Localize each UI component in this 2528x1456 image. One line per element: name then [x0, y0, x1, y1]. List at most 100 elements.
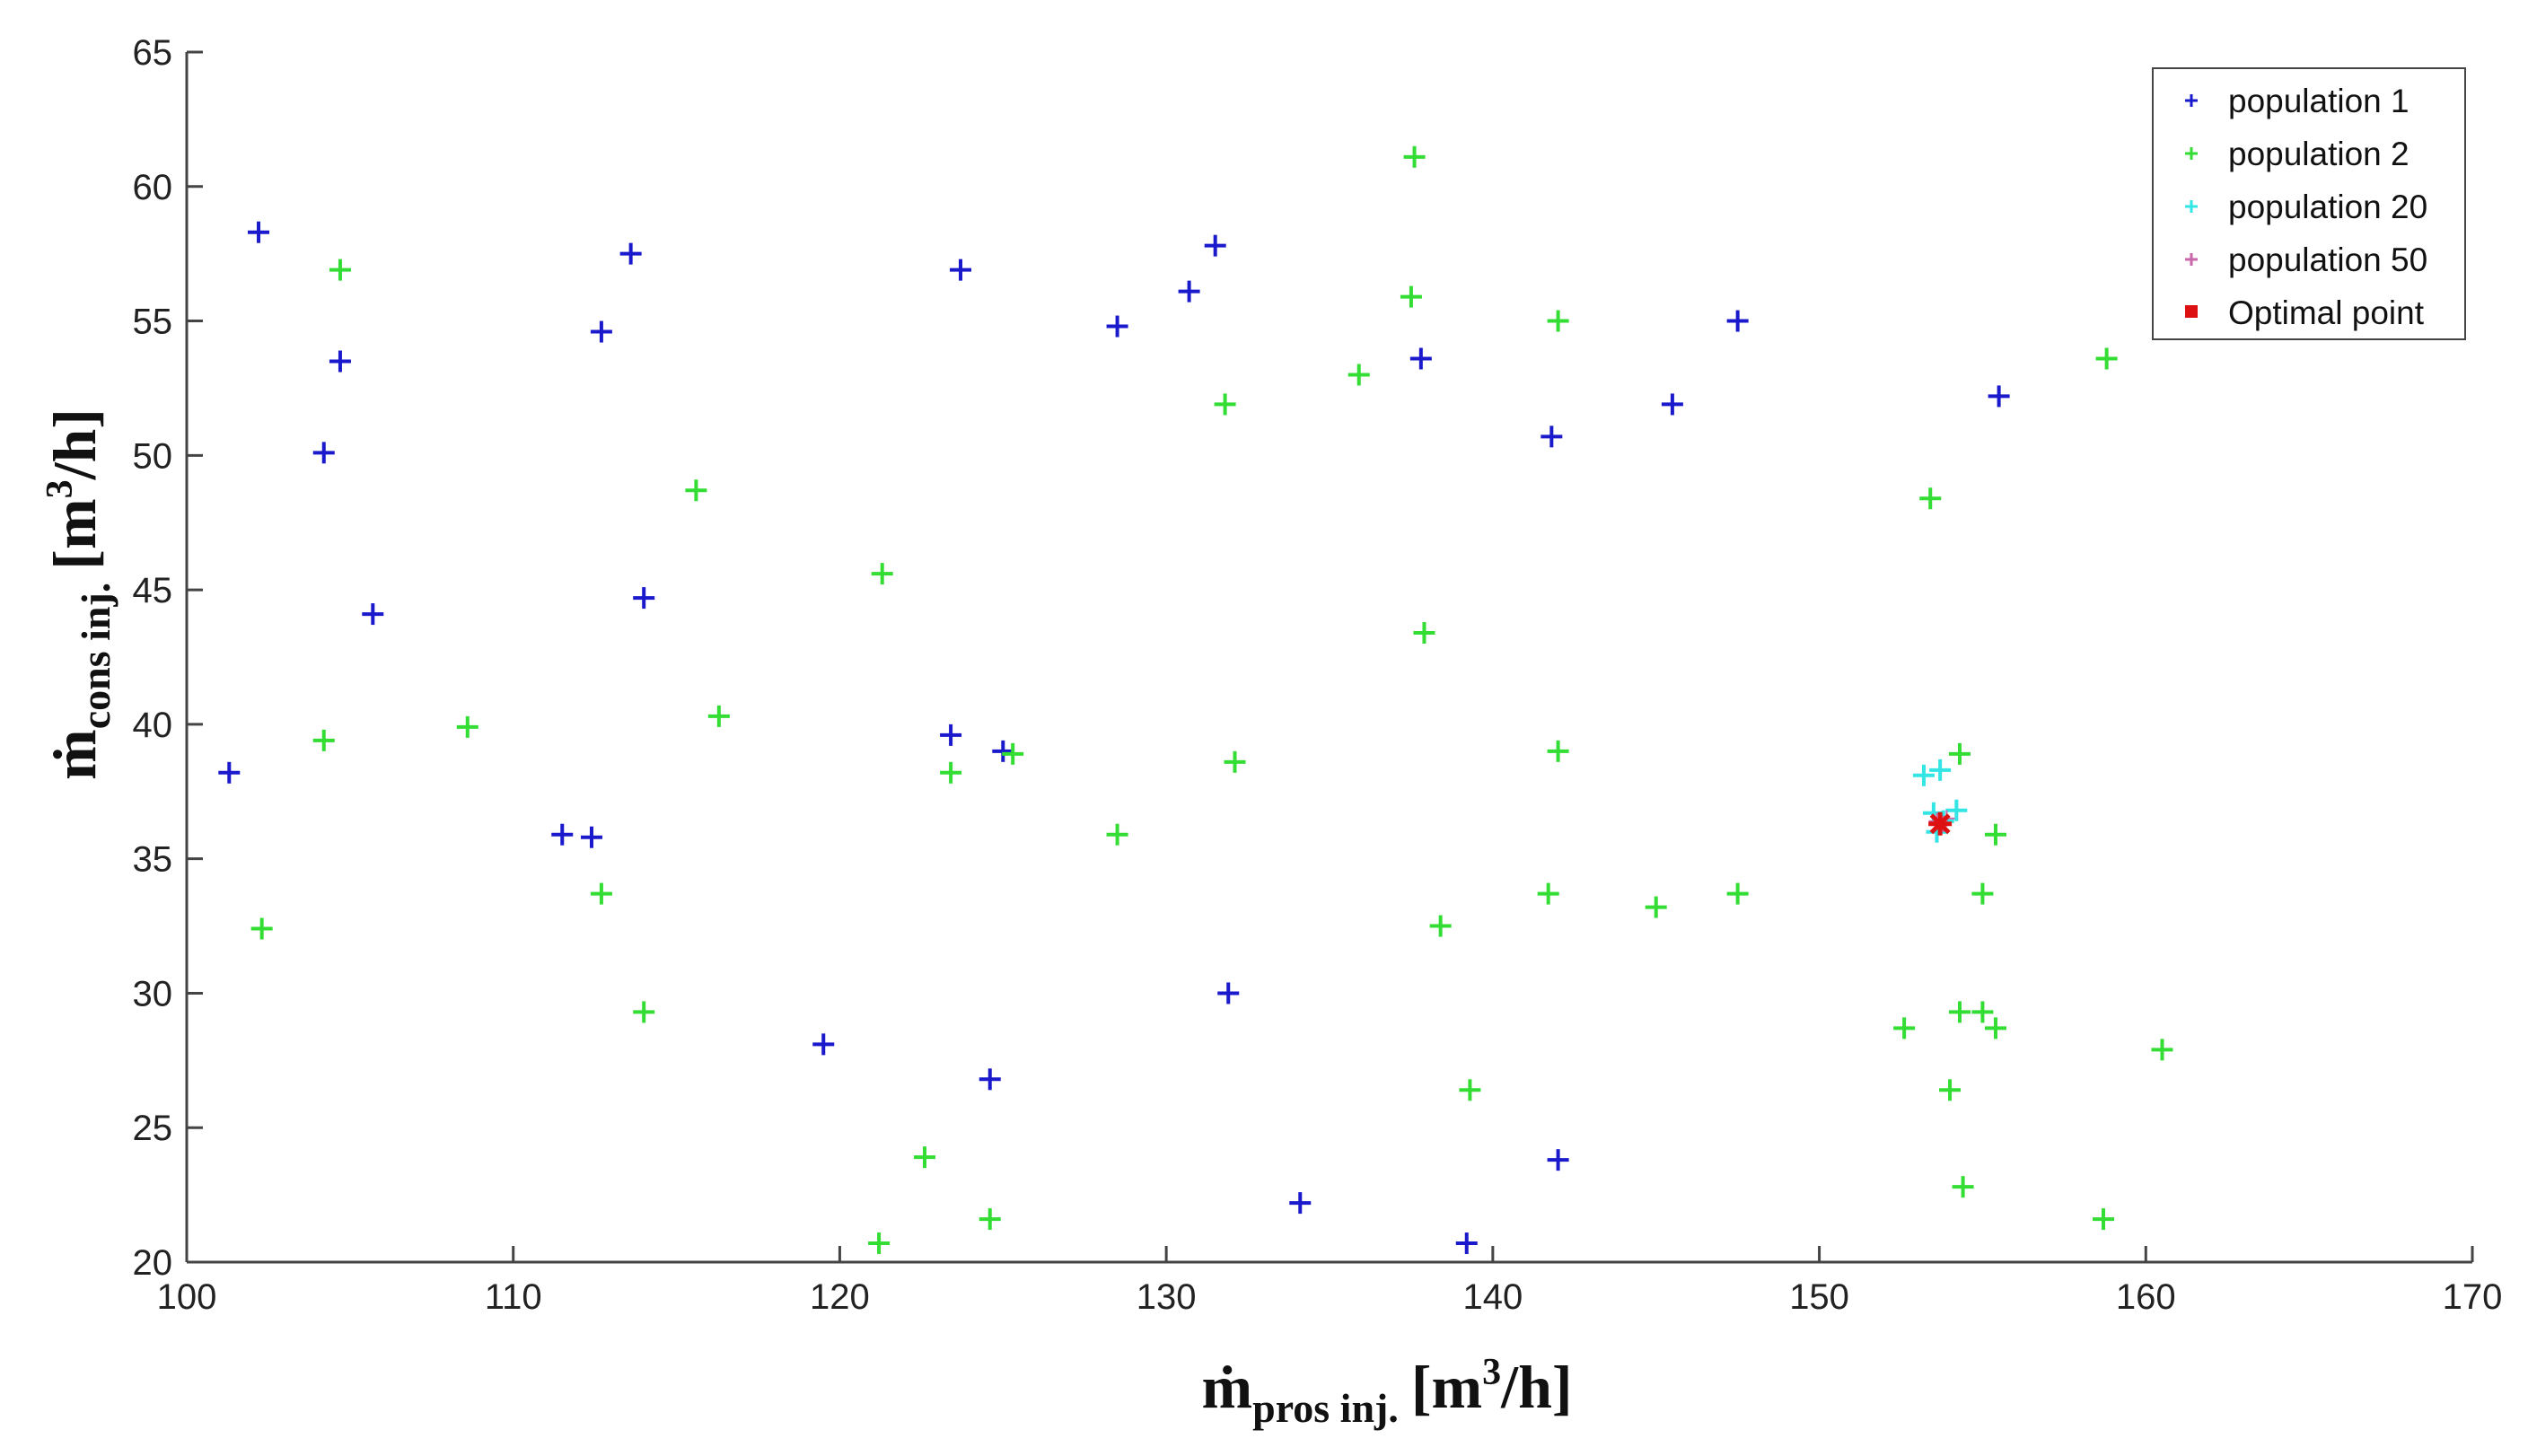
- point-population-2: [312, 729, 335, 751]
- point-population-2: [1645, 896, 1667, 918]
- legend-marker-optimal-point: [2185, 305, 2198, 318]
- point-population-1: [1409, 347, 1432, 370]
- series-population-1: [218, 221, 2010, 1255]
- point-population-1: [581, 826, 603, 848]
- point-population-1: [1106, 315, 1128, 338]
- y-tick-label: 25: [133, 1109, 173, 1148]
- point-population-2: [1547, 740, 1569, 762]
- point-population-2: [1952, 1176, 1974, 1198]
- point-population-2: [1347, 364, 1370, 386]
- point-population-1: [1455, 1232, 1478, 1255]
- point-population-2: [1413, 622, 1435, 645]
- point-population-1: [940, 724, 962, 746]
- y-tick-label: 65: [133, 33, 173, 73]
- point-population-1: [992, 740, 1014, 762]
- point-population-2: [979, 1208, 1001, 1231]
- legend-box: [2152, 67, 2466, 340]
- x-axis-label-unit-sup: 3: [1482, 1352, 1501, 1393]
- y-tick-label: 30: [133, 974, 173, 1013]
- y-tick-label: 35: [133, 840, 173, 880]
- legend-label-population-2: population 2: [2228, 136, 2410, 172]
- point-population-2: [707, 705, 730, 727]
- point-population-1: [551, 823, 574, 846]
- legend-marker-population-50: [2185, 253, 2198, 266]
- x-tick-label: 120: [810, 1277, 870, 1317]
- point-population-1: [1726, 310, 1749, 332]
- point-population-2: [1971, 1001, 1994, 1023]
- point-population-2: [1939, 1079, 1962, 1101]
- point-population-2: [2093, 1208, 2115, 1231]
- point-population-2: [940, 761, 962, 784]
- point-population-2: [2095, 347, 2118, 370]
- y-tick-label: 55: [133, 303, 173, 342]
- x-tick-label: 150: [1789, 1277, 1849, 1317]
- x-tick-label: 110: [485, 1277, 542, 1317]
- x-axis-label: ṁpros inj. [m3/h]: [1201, 1352, 1572, 1431]
- x-axis-label-unit-open: [m: [1411, 1353, 1482, 1421]
- legend-items: population 1 population 2 population 20 pop…: [2185, 83, 2427, 331]
- point-population-1: [950, 259, 972, 281]
- y-tick-label: 50: [133, 436, 173, 476]
- x-tick-label: 170: [2443, 1277, 2503, 1317]
- x-tick-label: 100: [157, 1277, 217, 1317]
- legend-label-optimal-point: Optimal point: [2228, 294, 2425, 331]
- legend-marker-population-20: [2185, 200, 2198, 213]
- point-population-2: [1893, 1017, 1916, 1039]
- y-axis-label-unit-sup: 3: [40, 479, 81, 498]
- point-population-1: [1661, 393, 1683, 416]
- point-population-2: [1948, 1001, 1971, 1023]
- point-population-2: [1537, 882, 1559, 905]
- point-population-1: [979, 1068, 1001, 1091]
- point-population-2: [1984, 1017, 2006, 1039]
- x-tick-label: 140: [1462, 1277, 1523, 1317]
- y-tick-label: 40: [133, 706, 173, 745]
- data-marks: [218, 145, 2173, 1255]
- x-ticks: 100 110 120 130 140 150 160 170: [157, 1246, 2503, 1317]
- point-population-20: [1945, 799, 1968, 821]
- point-population-1: [590, 320, 612, 343]
- point-population-2: [1400, 285, 1422, 308]
- point-population-1: [1204, 234, 1226, 257]
- point-population-2: [1002, 742, 1024, 765]
- point-population-2: [1726, 882, 1749, 905]
- point-population-2: [871, 563, 893, 585]
- point-population-2: [1547, 310, 1569, 332]
- point-population-2: [913, 1146, 935, 1169]
- x-tick-label: 160: [2116, 1277, 2176, 1317]
- y-axis-label-unit-close: /h]: [40, 408, 109, 480]
- point-optimal-point: [1928, 811, 1953, 836]
- point-population-1: [1547, 1149, 1569, 1171]
- x-tick-label: 130: [1137, 1277, 1197, 1317]
- y-tick-label: 60: [133, 168, 173, 207]
- y-tick-label: 45: [133, 571, 173, 610]
- point-population-2: [633, 1001, 655, 1023]
- y-axis-label-unit-open: [m: [40, 498, 109, 569]
- x-axis-label-sub: pros inj.: [1252, 1385, 1399, 1431]
- point-population-2: [1429, 915, 1452, 937]
- point-population-2: [1984, 823, 2006, 846]
- legend: population 1 population 2 population 20 pop…: [2152, 67, 2466, 340]
- point-population-2: [456, 715, 478, 738]
- y-axis-label-sub: cons inj.: [73, 583, 118, 730]
- point-population-2: [590, 882, 612, 905]
- x-axis-label-main: ṁ: [1201, 1353, 1252, 1421]
- x-axis-label-unit-close: /h]: [1500, 1353, 1572, 1421]
- point-population-2: [1919, 487, 1942, 510]
- point-population-2: [868, 1232, 891, 1255]
- legend-label-population-20: population 20: [2228, 189, 2427, 225]
- point-population-2: [1106, 823, 1128, 846]
- series-optimal-point: [1928, 811, 1953, 836]
- y-ticks: 20 25 30 35 40 45 50 55 60 65: [133, 33, 203, 1283]
- point-population-1: [1540, 425, 1563, 448]
- point-population-2: [1403, 145, 1426, 168]
- point-population-2: [1214, 393, 1236, 416]
- y-axis-label: ṁcons inj. [m3/h]: [40, 408, 118, 780]
- y-axis-label-main: ṁ: [40, 729, 109, 780]
- legend-label-population-1: population 1: [2228, 83, 2410, 119]
- series-population-2: [250, 145, 2173, 1255]
- point-population-1: [218, 761, 241, 784]
- point-population-2: [1459, 1079, 1481, 1101]
- point-population-1: [329, 350, 351, 373]
- point-population-2: [1224, 750, 1246, 773]
